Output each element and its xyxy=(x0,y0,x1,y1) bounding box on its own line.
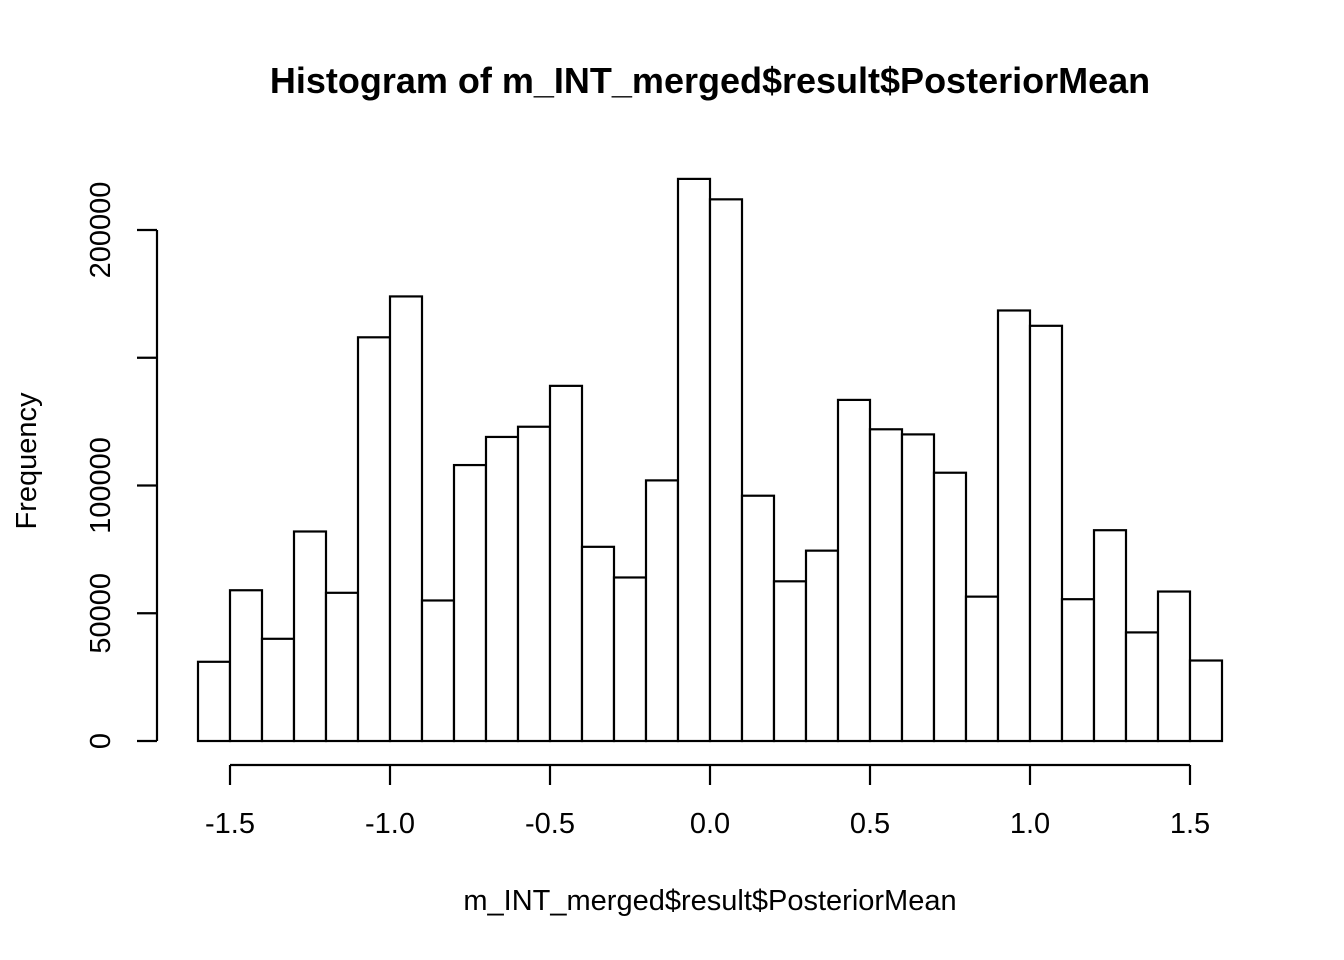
histogram-bar xyxy=(1188,659,1224,743)
histogram-bar xyxy=(516,425,552,743)
y-axis-label: Frequency xyxy=(11,392,43,530)
histogram-bar xyxy=(1092,529,1128,743)
histogram-bar xyxy=(772,580,808,743)
histogram-bar xyxy=(804,549,840,743)
histogram-bar xyxy=(580,545,616,743)
x-tick-label: 0.0 xyxy=(690,808,730,840)
x-axis-label: m_INT_merged$result$PosteriorMean xyxy=(463,885,956,917)
x-tick-label: 1.0 xyxy=(1010,808,1050,840)
x-tick-label: 1.5 xyxy=(1170,808,1210,840)
histogram-bar xyxy=(228,589,264,743)
histogram-bar xyxy=(548,384,584,743)
histogram-bar xyxy=(260,637,296,743)
histogram-bar xyxy=(420,599,456,743)
y-axis: 0 50000 100000 200000 xyxy=(85,182,159,749)
x-axis: -1.5 -1.0 -0.5 0.0 0.5 1.0 1.5 xyxy=(205,763,1210,840)
y-tick-label: 200000 xyxy=(85,182,117,279)
histogram-bar xyxy=(676,177,712,743)
histogram-bar xyxy=(932,471,968,743)
x-tick-label: -1.5 xyxy=(205,808,255,840)
histogram-bar xyxy=(996,309,1032,743)
histogram-bar xyxy=(356,336,392,743)
chart-title: Histogram of m_INT_merged$result$Posteri… xyxy=(270,60,1150,101)
histogram-bar xyxy=(196,660,232,743)
histogram-bar xyxy=(452,463,488,743)
histogram-bar xyxy=(868,428,904,743)
histogram-bar xyxy=(292,530,328,743)
histogram-bar xyxy=(708,198,744,743)
histogram-bar xyxy=(1156,590,1192,743)
histogram-bar xyxy=(900,433,936,743)
x-tick-label: -0.5 xyxy=(525,808,575,840)
x-tick-label: -1.0 xyxy=(365,808,415,840)
histogram-bar xyxy=(1028,324,1064,743)
histogram-bar xyxy=(324,591,360,743)
y-tick-label: 100000 xyxy=(85,437,117,534)
histogram-bar xyxy=(1060,598,1096,743)
histogram-bar xyxy=(836,398,872,743)
bars-group xyxy=(196,177,1224,743)
x-tick-label: 0.5 xyxy=(850,808,890,840)
histogram-bar xyxy=(644,479,680,743)
histogram-bar xyxy=(612,576,648,743)
y-tick-label: 0 xyxy=(85,733,117,749)
histogram-bar xyxy=(964,595,1000,743)
histogram-bar xyxy=(484,435,520,743)
y-tick-label: 50000 xyxy=(85,573,117,654)
histogram-bar xyxy=(388,295,424,743)
histogram-bar xyxy=(740,494,776,743)
histogram-bar xyxy=(1124,631,1160,743)
